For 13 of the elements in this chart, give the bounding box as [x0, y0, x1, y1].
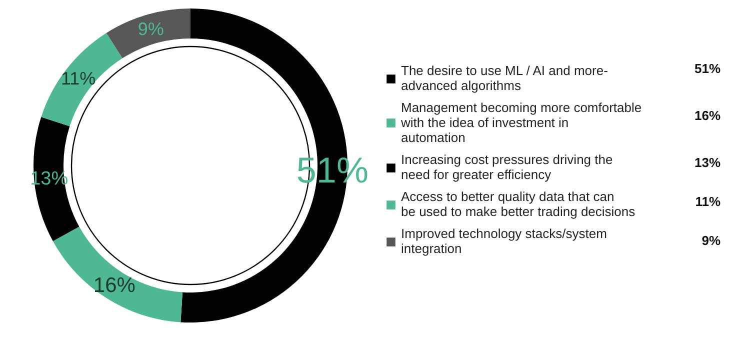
text: 13% [694, 155, 721, 170]
legend-label: Management becoming more comfortable with the idea of investment in automation [401, 100, 642, 145]
data-label: 11% [60, 68, 96, 88]
text: 16% [694, 108, 721, 123]
data-label: 9% [138, 19, 164, 40]
text: 11% [695, 194, 721, 209]
legend-label: Improved technology stacks/system integration [401, 226, 607, 256]
data-label: 16% [93, 274, 136, 297]
legend-label: The desire to use ML / AI and more-advanced algorithms [401, 63, 608, 93]
text: 51% [694, 61, 721, 76]
text: 9% [702, 233, 721, 248]
legend-label: Access to better quality data that can be used to make better trading decisions [401, 189, 636, 219]
legend-label: Increasing cost pressures driving the need for greater efficiency [401, 152, 613, 182]
